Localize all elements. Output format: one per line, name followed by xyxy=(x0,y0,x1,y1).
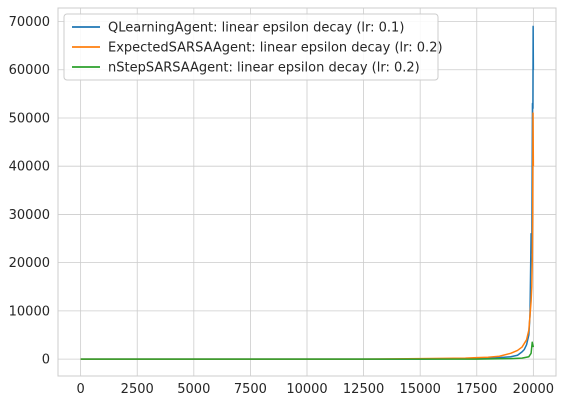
x-tick-label: 10000 xyxy=(286,382,327,397)
x-tick-label: 12500 xyxy=(343,382,384,397)
legend-box xyxy=(63,13,439,81)
y-tick-label: 60000 xyxy=(9,63,50,78)
y-tick-label: 50000 xyxy=(9,111,50,126)
legend: QLearningAgent: linear epsilon decay (lr… xyxy=(63,13,443,81)
legend-label: QLearningAgent: linear epsilon decay (lr… xyxy=(108,21,404,36)
legend-label: nStepSARSAAgent: linear epsilon decay (l… xyxy=(108,61,420,76)
y-tick-label: 20000 xyxy=(9,256,50,271)
series-lines xyxy=(80,25,535,360)
y-tick-labels: 0 10000 20000 30000 40000 50000 60000 70000 xyxy=(9,15,50,368)
legend-label: ExpectedSARSAAgent: linear epsilon decay… xyxy=(108,41,443,56)
x-tick-label: 15000 xyxy=(400,382,441,397)
y-tick-label: 0 xyxy=(42,353,50,368)
x-tick-label: 5000 xyxy=(177,382,210,397)
series-line-2 xyxy=(80,341,535,360)
y-tick-label: 40000 xyxy=(9,160,50,175)
x-tick-label: 7500 xyxy=(234,382,267,397)
x-tick-label: 2500 xyxy=(121,382,154,397)
x-tick-labels: 0 2500 5000 7500 10000 12500 15000 17500 20000 xyxy=(76,382,554,397)
x-tick-label: 17500 xyxy=(456,382,497,397)
y-tick-label: 10000 xyxy=(9,304,50,319)
plot-frame xyxy=(57,7,557,377)
x-tick-label: 0 xyxy=(76,382,84,397)
y-tick-label: 30000 xyxy=(9,208,50,223)
x-tick-label: 20000 xyxy=(513,382,554,397)
y-tick-label: 70000 xyxy=(9,15,50,30)
